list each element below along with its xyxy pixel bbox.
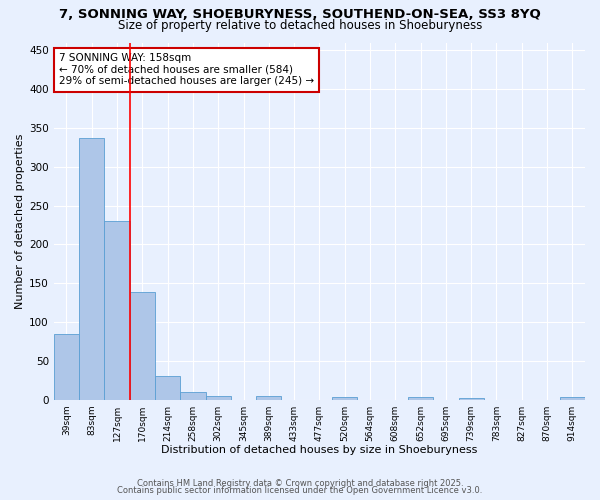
Text: Contains public sector information licensed under the Open Government Licence v3: Contains public sector information licen… [118, 486, 482, 495]
Bar [332, 398, 358, 400]
Bar [130, 292, 155, 400]
Bar [104, 221, 130, 400]
Bar [256, 396, 281, 400]
Bar [180, 392, 206, 400]
Bar [408, 398, 433, 400]
Bar [54, 334, 79, 400]
Bar [155, 376, 180, 400]
Text: 7, SONNING WAY, SHOEBURYNESS, SOUTHEND-ON-SEA, SS3 8YQ: 7, SONNING WAY, SHOEBURYNESS, SOUTHEND-O… [59, 8, 541, 20]
Bar [458, 398, 484, 400]
Text: Contains HM Land Registry data © Crown copyright and database right 2025.: Contains HM Land Registry data © Crown c… [137, 478, 463, 488]
Text: 7 SONNING WAY: 158sqm
← 70% of detached houses are smaller (584)
29% of semi-det: 7 SONNING WAY: 158sqm ← 70% of detached … [59, 53, 314, 86]
Bar [79, 138, 104, 400]
Bar [560, 398, 585, 400]
Y-axis label: Number of detached properties: Number of detached properties [15, 134, 25, 308]
Text: Size of property relative to detached houses in Shoeburyness: Size of property relative to detached ho… [118, 18, 482, 32]
Bar [206, 396, 231, 400]
X-axis label: Distribution of detached houses by size in Shoeburyness: Distribution of detached houses by size … [161, 445, 478, 455]
